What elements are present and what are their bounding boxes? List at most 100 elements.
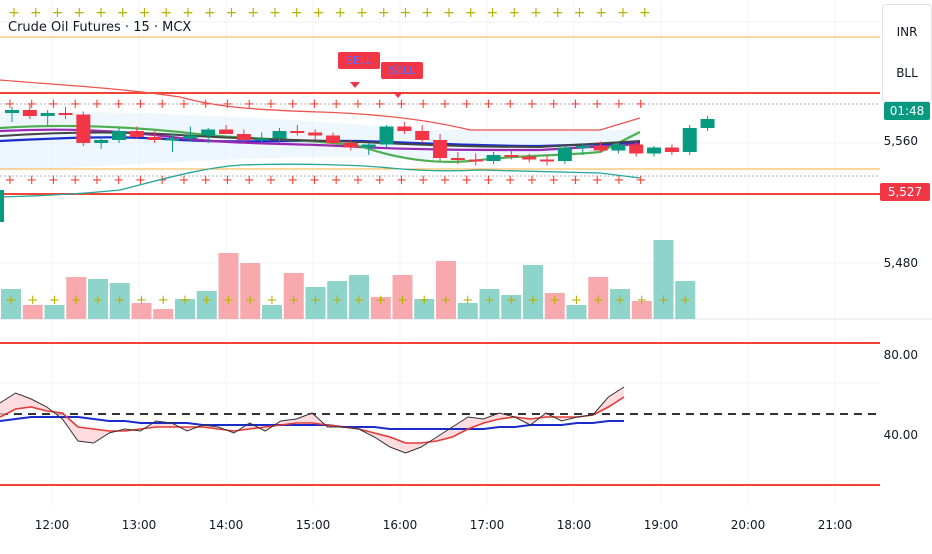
volume-marker-2: + bbox=[49, 293, 60, 308]
sell-signal-2[interactable]: SELL bbox=[381, 62, 423, 79]
marker-red-upper-7: + bbox=[157, 97, 168, 112]
candle-body-23 bbox=[415, 131, 430, 140]
volume-marker-19: + bbox=[419, 293, 430, 308]
volume-bar-2 bbox=[44, 305, 65, 319]
marker-red-upper-11: + bbox=[244, 97, 255, 112]
sell-arrow-1 bbox=[350, 82, 360, 88]
marker-red-upper-24: + bbox=[527, 97, 538, 112]
marker-red-upper-20: + bbox=[440, 97, 451, 112]
marker-top-25: + bbox=[552, 5, 564, 21]
candle-body-31 bbox=[557, 147, 572, 161]
candle-body-13 bbox=[236, 134, 251, 140]
marker-top-14: + bbox=[313, 5, 325, 21]
marker-red-lower-22: + bbox=[483, 173, 494, 188]
candle-body-38 bbox=[682, 128, 697, 152]
marker-red-lower-24: + bbox=[527, 173, 538, 188]
volume-bar-26 bbox=[566, 305, 587, 319]
ma-blue-line bbox=[0, 136, 641, 148]
volume-bar-3 bbox=[66, 277, 87, 319]
marker-red-lower-26: + bbox=[570, 173, 581, 188]
marker-red-upper-10: + bbox=[222, 97, 233, 112]
marker-top-22: + bbox=[487, 5, 499, 21]
marker-red-lower-19: + bbox=[418, 173, 429, 188]
candle-body-36 bbox=[647, 147, 662, 154]
ma-dark-line bbox=[0, 131, 641, 149]
candle-body-33 bbox=[593, 146, 608, 151]
marker-red-lower-9: + bbox=[200, 173, 211, 188]
time-label-13: 13:00 bbox=[121, 518, 157, 532]
sell-signal-1[interactable]: SELL bbox=[338, 52, 380, 69]
volume-bar-28 bbox=[610, 289, 630, 319]
marker-red-upper-18: + bbox=[396, 97, 407, 112]
rsi-line bbox=[0, 386, 625, 454]
time-label-12: 12:00 bbox=[34, 518, 70, 532]
candle-body-20 bbox=[361, 144, 376, 148]
marker-red-upper-21: + bbox=[461, 97, 472, 112]
candle-body-12 bbox=[219, 129, 234, 134]
volume-marker-4: + bbox=[93, 293, 104, 308]
rsi-fill bbox=[0, 387, 624, 453]
marker-red-upper-1: + bbox=[26, 97, 37, 112]
candle-body-8 bbox=[147, 137, 162, 140]
candle-body-2 bbox=[40, 113, 55, 116]
candle-body-10 bbox=[183, 135, 198, 139]
volume-bar-25 bbox=[544, 293, 565, 319]
marker-red-upper-28: + bbox=[614, 97, 625, 112]
marker-red-lower-7: + bbox=[157, 173, 168, 188]
left-edge-marker bbox=[0, 190, 4, 222]
volume-bar-16 bbox=[349, 275, 369, 319]
volume-marker-17: + bbox=[375, 293, 386, 308]
marker-red-lower-10: + bbox=[222, 173, 233, 188]
marker-top-9: + bbox=[204, 5, 216, 21]
marker-red-lower-13: + bbox=[287, 173, 298, 188]
marker-red-upper-9: + bbox=[200, 97, 211, 112]
volume-bar-4 bbox=[88, 279, 108, 319]
marker-red-upper-26: + bbox=[570, 97, 581, 112]
volume-marker-21: + bbox=[462, 293, 473, 308]
time-label-21: 21:00 bbox=[817, 518, 853, 532]
volume-marker-25: + bbox=[549, 293, 560, 308]
volume-marker-1: + bbox=[27, 293, 38, 308]
volume-marker-16: + bbox=[354, 293, 365, 308]
marker-top-0: + bbox=[8, 5, 20, 21]
marker-red-lower-18: + bbox=[396, 173, 407, 188]
candle-body-28 bbox=[504, 155, 519, 157]
marker-top-2: + bbox=[52, 5, 64, 21]
candle-body-21 bbox=[379, 126, 394, 145]
candle-body-6 bbox=[112, 131, 127, 140]
marker-top-24: + bbox=[530, 5, 542, 21]
marker-red-lower-14: + bbox=[309, 173, 320, 188]
volume-bar-18 bbox=[392, 275, 413, 319]
marker-red-upper-23: + bbox=[505, 97, 516, 112]
marker-red-upper-4: + bbox=[92, 97, 103, 112]
marker-red-upper-14: + bbox=[309, 97, 320, 112]
volume-marker-15: + bbox=[332, 293, 343, 308]
rsi-signal-line bbox=[0, 396, 625, 444]
candle-body-18 bbox=[326, 135, 341, 143]
volume-bar-27 bbox=[588, 277, 609, 319]
marker-red-upper-3: + bbox=[70, 97, 81, 112]
marker-red-lower-29: + bbox=[635, 173, 646, 188]
volume-bar-7 bbox=[153, 309, 174, 319]
marker-top-8: + bbox=[182, 5, 194, 21]
candle-body-14 bbox=[254, 138, 269, 141]
volume-marker-9: + bbox=[201, 293, 212, 308]
ma-purple-line bbox=[0, 128, 641, 152]
marker-top-26: + bbox=[574, 5, 586, 21]
marker-red-upper-0: + bbox=[5, 97, 16, 112]
volume-marker-31: + bbox=[680, 293, 691, 308]
candle-body-24 bbox=[433, 140, 448, 158]
sell-arrow-2 bbox=[393, 92, 403, 98]
time-label-16: 16:00 bbox=[382, 518, 418, 532]
marker-red-lower-17: + bbox=[374, 173, 385, 188]
marker-red-lower-23: + bbox=[505, 173, 516, 188]
volume-bar-9 bbox=[196, 291, 217, 319]
marker-top-10: + bbox=[226, 5, 238, 21]
marker-red-upper-25: + bbox=[548, 97, 559, 112]
currency-label[interactable]: INR bbox=[896, 25, 918, 39]
code-label[interactable]: BLL bbox=[896, 66, 918, 80]
side-panel[interactable]: INR BLL bbox=[882, 4, 932, 102]
time-label-17: 17:00 bbox=[469, 518, 505, 532]
